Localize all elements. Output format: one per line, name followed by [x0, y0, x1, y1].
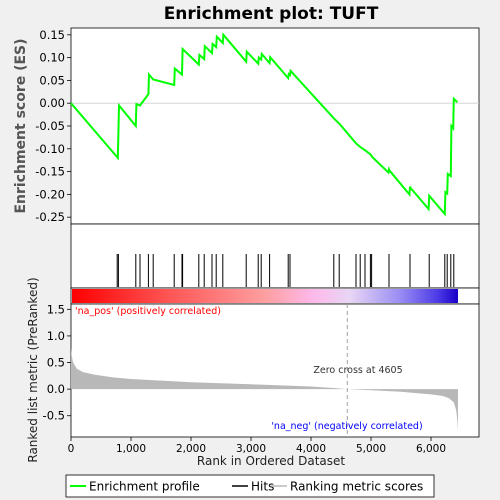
x-tick-label: 4,000: [296, 443, 326, 455]
x-tick-label: 6,000: [416, 443, 446, 455]
es-tick-label: 0.10: [39, 51, 65, 65]
x-axis: 0 1,000 2,000 3,000 4,000 5,000 6,000: [68, 437, 446, 455]
negative-correlation-label: 'na_neg' (negatively correlated): [271, 421, 422, 432]
x-tick-label: 3,000: [236, 443, 266, 455]
metric-axis: 1.5 1.0 0.5 0.0 -0.5: [43, 302, 71, 423]
hits-markers: [116, 254, 455, 287]
es-axis: 0.15 0.10 0.05 0.00 -0.05 -0.10 -0.15 -0.20 -0.2…: [35, 28, 71, 224]
es-panel: [70, 27, 480, 225]
legend-hits-label: Hits: [251, 480, 274, 494]
metric-axis-label: Ranked list metric (PreRanked): [26, 277, 40, 462]
positive-correlation-label: 'na_pos' (positively correlated): [75, 306, 221, 317]
legend-metric-label: Ranking metric scores: [290, 480, 423, 494]
chart-title: Enrichment plot: TUFT: [164, 4, 379, 24]
metric-tick-label: 0.0: [47, 382, 65, 396]
metric-tick-label: 1.0: [47, 329, 65, 343]
ranking-metric-area: [71, 347, 458, 431]
metric-tick-label: -0.5: [43, 409, 65, 423]
hits-panel: [70, 223, 480, 289]
x-tick-label: 0: [68, 443, 75, 455]
metric-tick-label: 0.5: [47, 356, 65, 370]
es-tick-label: -0.15: [35, 165, 65, 179]
x-tick-label: 5,000: [356, 443, 386, 455]
es-tick-label: -0.10: [35, 142, 65, 156]
rank-colorbar: [72, 289, 458, 303]
es-tick-label: -0.25: [35, 210, 65, 224]
metric-panel: [70, 303, 480, 438]
es-axis-label: Enrichment score (ES): [13, 38, 29, 213]
es-tick-label: 0.05: [39, 73, 65, 87]
x-tick-label: 1,000: [116, 443, 146, 455]
es-tick-label: 0.00: [39, 96, 65, 110]
x-tick-label: 2,000: [176, 443, 206, 455]
legend-box: [65, 474, 435, 498]
zero-cross-label: Zero cross at 4605: [313, 365, 402, 376]
enrichment-profile-line: [70, 32, 459, 217]
metric-tick-label: 1.5: [47, 302, 65, 316]
es-tick-label: -0.20: [35, 187, 65, 201]
x-axis-label: Rank in Ordered Dataset: [197, 454, 345, 468]
es-tick-label: -0.05: [35, 119, 65, 133]
es-tick-label: 0.15: [39, 28, 65, 42]
legend-profile-label: Enrichment profile: [89, 480, 200, 494]
